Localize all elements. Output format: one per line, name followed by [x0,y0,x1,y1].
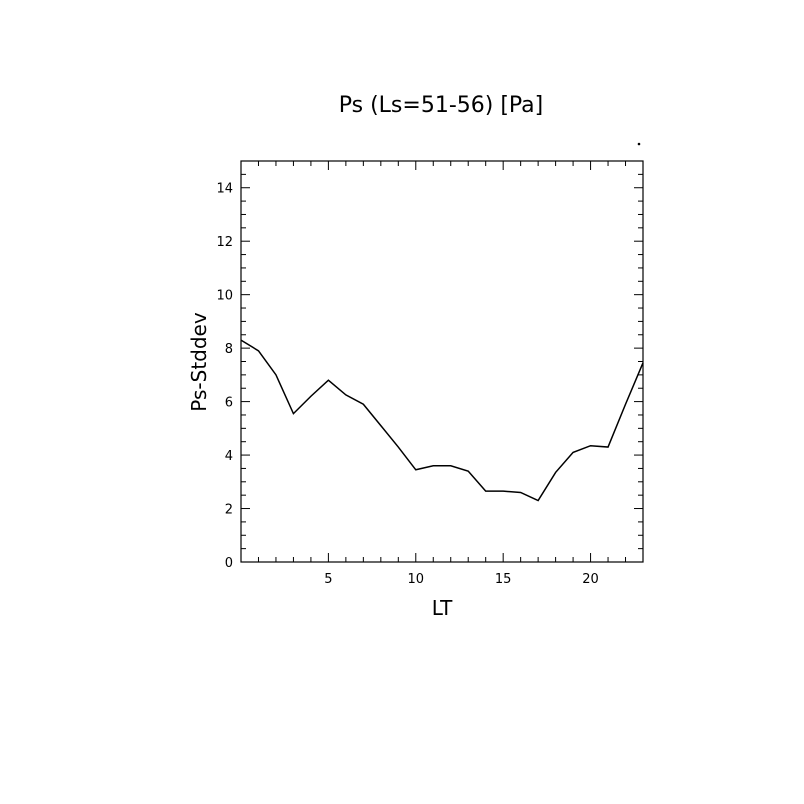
y-tick-label: 4 [225,449,233,464]
y-tick-label: 12 [216,235,233,250]
y-tick-label: 0 [225,556,233,571]
y-tick-label: 2 [225,503,233,518]
series-line [240,339,644,502]
y-tick-label: 14 [216,182,233,197]
x-tick-label: 10 [408,572,425,587]
tick-labels: 5 10 15 20 0 2 4 6 8 10 12 14 [216,182,598,587]
x-tick-label: 5 [324,572,332,587]
axis-ticks [240,160,644,563]
x-axis-label: LT [432,596,453,620]
x-tick-label: 20 [582,572,599,587]
x-tick-label: 15 [495,572,512,587]
y-tick-label: 10 [216,289,233,304]
plot-frame [240,160,644,563]
y-axis-label: Ps-Stddev [187,312,211,412]
corner-dot [637,142,641,146]
y-tick-label: 8 [225,342,233,357]
chart-title: Ps (Ls=51-56) [Pa] [339,93,544,118]
y-tick-label: 6 [225,396,233,411]
